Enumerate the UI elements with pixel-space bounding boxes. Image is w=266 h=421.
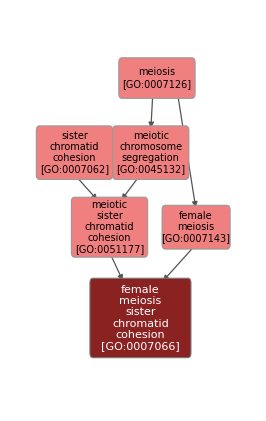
FancyBboxPatch shape (113, 126, 189, 179)
FancyBboxPatch shape (90, 278, 191, 358)
Text: female
meiosis
[GO:0007143]: female meiosis [GO:0007143] (162, 211, 231, 243)
Text: meiotic
chromosome
segregation
[GO:0045132]: meiotic chromosome segregation [GO:00451… (116, 131, 185, 174)
FancyBboxPatch shape (71, 197, 148, 257)
Text: sister
chromatid
cohesion
[GO:0007062]: sister chromatid cohesion [GO:0007062] (40, 131, 109, 174)
Text: meiotic
sister
chromatid
cohesion
[GO:0051177]: meiotic sister chromatid cohesion [GO:00… (75, 200, 144, 255)
Text: meiosis
[GO:0007126]: meiosis [GO:0007126] (122, 67, 192, 89)
FancyBboxPatch shape (119, 58, 195, 99)
FancyBboxPatch shape (36, 126, 113, 179)
FancyBboxPatch shape (162, 205, 230, 249)
Text: female
meiosis
sister
chromatid
cohesion
[GO:0007066]: female meiosis sister chromatid cohesion… (101, 285, 180, 351)
